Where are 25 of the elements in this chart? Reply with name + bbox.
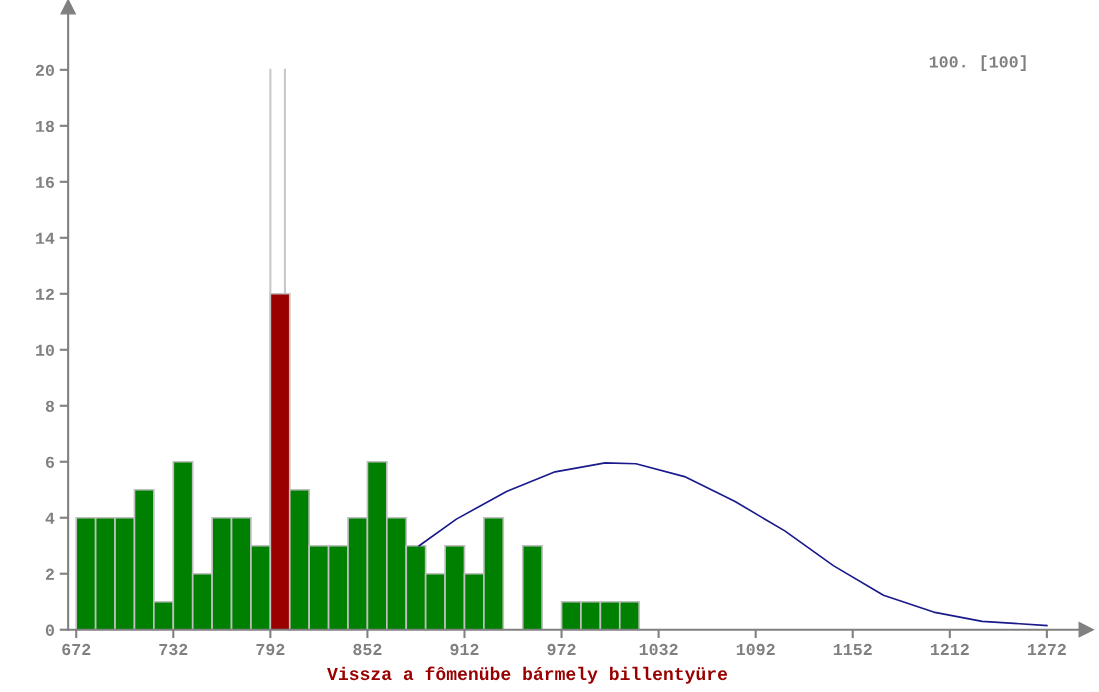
x-tick-label: 1212: [930, 643, 969, 655]
x-tick-label: 972: [547, 643, 576, 656]
y-tick-label: 4: [45, 512, 55, 524]
y-tick-label: 10: [36, 344, 54, 356]
x-tick-label: 1272: [1027, 643, 1066, 655]
y-tick-label: 6: [45, 456, 55, 468]
x-tick-label: 792: [256, 643, 285, 656]
y-tick-label: 12: [36, 288, 54, 300]
x-tick-label: 1152: [833, 643, 872, 656]
x-tick-label: 1032: [639, 643, 678, 656]
y-tick-label: 14: [36, 232, 55, 244]
line-series: [418, 462, 1048, 627]
text: Vissza a fômenübe bármely billentyüre: [327, 666, 728, 684]
x-tick-label: 672: [62, 643, 91, 656]
y-tick-label: 2: [45, 568, 54, 580]
y-tick-label: 18: [36, 120, 55, 133]
x-tick-label: 1092: [736, 643, 775, 656]
x-tick-label: 732: [159, 643, 188, 656]
y-tick-label: 0: [45, 624, 54, 636]
y-tick-label: 8: [45, 400, 55, 412]
annotation: 100. [100]: [929, 55, 1026, 71]
x-tick-label: 912: [450, 643, 479, 656]
y-tick-label: 20: [35, 64, 54, 77]
x-tick-label: 852: [353, 643, 382, 656]
y-tick-label: 16: [36, 176, 55, 189]
